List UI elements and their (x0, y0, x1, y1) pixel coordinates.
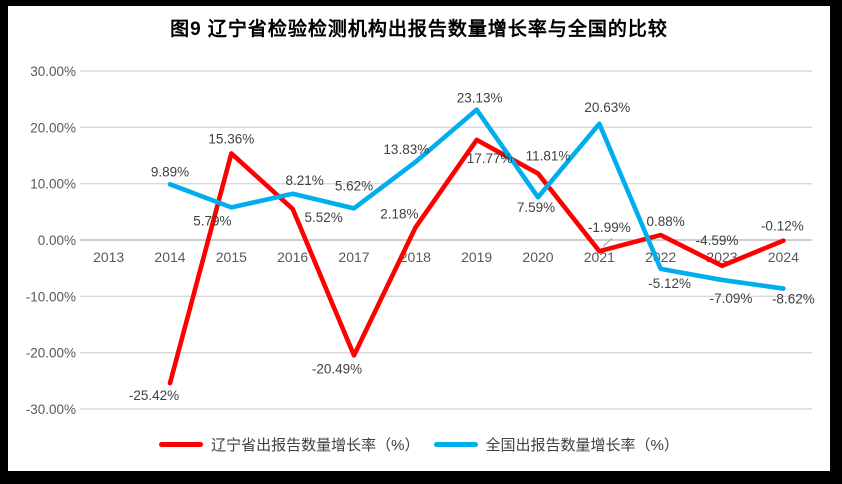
x-axis-year-label: 2024 (768, 249, 799, 265)
y-axis-tick-label: 10.00% (30, 177, 76, 192)
legend-item-national: 全国出报告数量增长率（%） (433, 434, 679, 455)
y-axis-tick-label: -10.00% (26, 289, 76, 304)
data-label: 15.36% (208, 131, 254, 146)
x-axis-year-label: 2021 (584, 249, 615, 265)
data-label: -0.12% (761, 219, 804, 234)
chart-image[interactable]: 图9 辽宁省检验检测机构出报告数量增长率与全国的比较 30.00% 20.00% 1… (8, 6, 830, 471)
data-label: -1.99% (588, 220, 631, 235)
line-chart-plot-area: 30.00% 20.00% 10.00% 0.00% -10.00% -20.00% -30… (26, 64, 815, 417)
chart-legend: 辽宁省出报告数量增长率（%） 全国出报告数量增长率（%） (8, 434, 830, 455)
liaoning-series-swatch-icon (159, 442, 204, 447)
x-axis-year-label: 2019 (461, 249, 492, 265)
x-axis-year-label: 2017 (338, 249, 369, 265)
series-line-0 (167, 137, 786, 386)
y-axis-tick-label: -30.00% (26, 402, 76, 417)
series-line-1 (167, 107, 786, 291)
data-label: -4.59% (696, 233, 739, 248)
x-axis-year-label: 2016 (277, 249, 308, 265)
data-label: 11.81% (526, 148, 571, 163)
y-axis-tick-label: 30.00% (30, 64, 76, 79)
y-axis-tick-label: 0.00% (38, 233, 76, 248)
data-label: 2.18% (380, 207, 418, 222)
data-label: -7.09% (710, 291, 753, 306)
data-label: 5.79% (193, 213, 231, 228)
data-label: 9.89% (151, 164, 189, 179)
data-label: -25.42% (129, 388, 179, 403)
data-label: 20.63% (584, 100, 630, 115)
data-label: 5.62% (335, 178, 373, 193)
x-axis-year-label: 2015 (216, 249, 247, 265)
data-label: 13.83% (383, 142, 429, 157)
legend-item-liaoning: 辽宁省出报告数量增长率（%） (159, 434, 420, 455)
data-label: 8.21% (286, 173, 324, 188)
data-label: -8.62% (772, 292, 815, 307)
data-label: 23.13% (457, 91, 503, 106)
data-label: -20.49% (312, 361, 362, 376)
data-label: -5.12% (648, 276, 691, 291)
data-label: 17.77% (467, 151, 513, 166)
y-axis-tick-label: -20.00% (26, 346, 76, 361)
x-axis-year-label: 2020 (522, 249, 553, 265)
y-axis-tick-label: 20.00% (30, 120, 76, 135)
data-label: 7.59% (517, 200, 555, 215)
data-label: 0.88% (647, 214, 685, 229)
national-series-swatch-icon (433, 442, 478, 447)
data-label: 5.52% (305, 210, 343, 225)
x-axis-year-label: 2018 (400, 249, 431, 265)
x-axis-year-label: 2022 (645, 249, 676, 265)
legend-label-liaoning: 辽宁省出报告数量增长率（%） (211, 437, 420, 454)
legend-label-national: 全国出报告数量增长率（%） (485, 437, 679, 454)
x-axis-year-label: 2013 (93, 249, 124, 265)
x-axis-year-label: 2014 (154, 249, 185, 265)
chart-title: 图9 辽宁省检验检测机构出报告数量增长率与全国的比较 (170, 19, 668, 40)
